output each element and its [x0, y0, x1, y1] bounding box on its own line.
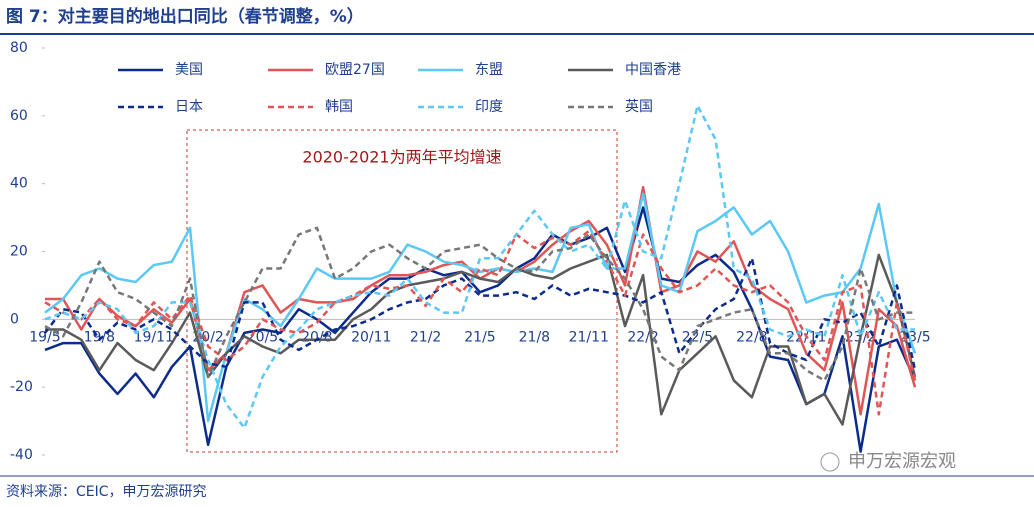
series-line	[44, 257, 917, 371]
x-tick-label: 21/2	[410, 329, 441, 345]
y-tick-label: 40	[10, 176, 28, 192]
x-tick-label: 19/11	[134, 329, 174, 345]
legend-label: 韩国	[325, 99, 353, 115]
x-tick-label: 22/8	[736, 329, 767, 345]
x-tick-label: 20/8	[301, 329, 332, 345]
chart-title: 图 7：对主要目的地出口同比（春节调整，%）	[6, 6, 364, 27]
x-tick-label: 21/11	[569, 329, 609, 345]
y-tick-label: -40	[10, 447, 33, 463]
legend-label: 日本	[175, 99, 203, 115]
series-line	[44, 229, 917, 416]
y-tick-label: -20	[10, 379, 33, 395]
x-tick-label: 22/2	[627, 329, 658, 345]
y-tick-label: 0	[10, 311, 19, 327]
watermark: 申万宏源宏观	[848, 451, 956, 472]
legend-label: 印度	[475, 99, 503, 115]
legend-label: 欧盟27国	[325, 62, 385, 78]
x-tick-label: 19/8	[84, 329, 115, 345]
series-line	[45, 253, 917, 426]
series-line	[44, 104, 915, 430]
annotation: 2020-2021为两年平均增速	[302, 148, 501, 167]
y-tick-label: 80	[10, 40, 28, 56]
x-tick-label: 20/11	[351, 329, 391, 345]
x-tick-label: 19/5	[29, 329, 60, 345]
watermark-icon	[820, 452, 840, 472]
x-tick-label: 21/5	[464, 329, 495, 345]
series-line	[44, 226, 915, 382]
legend-label: 美国	[175, 62, 203, 78]
series-line	[44, 192, 917, 423]
y-tick-label: 20	[10, 244, 28, 260]
legend-label: 中国香港	[625, 62, 681, 78]
x-tick-label: 21/8	[519, 329, 550, 345]
y-tick-label: 60	[10, 108, 28, 124]
legend-label: 英国	[625, 98, 653, 115]
source: 资料来源：CEIC，申万宏源研究	[6, 484, 207, 500]
legend-label: 东盟	[475, 62, 503, 78]
